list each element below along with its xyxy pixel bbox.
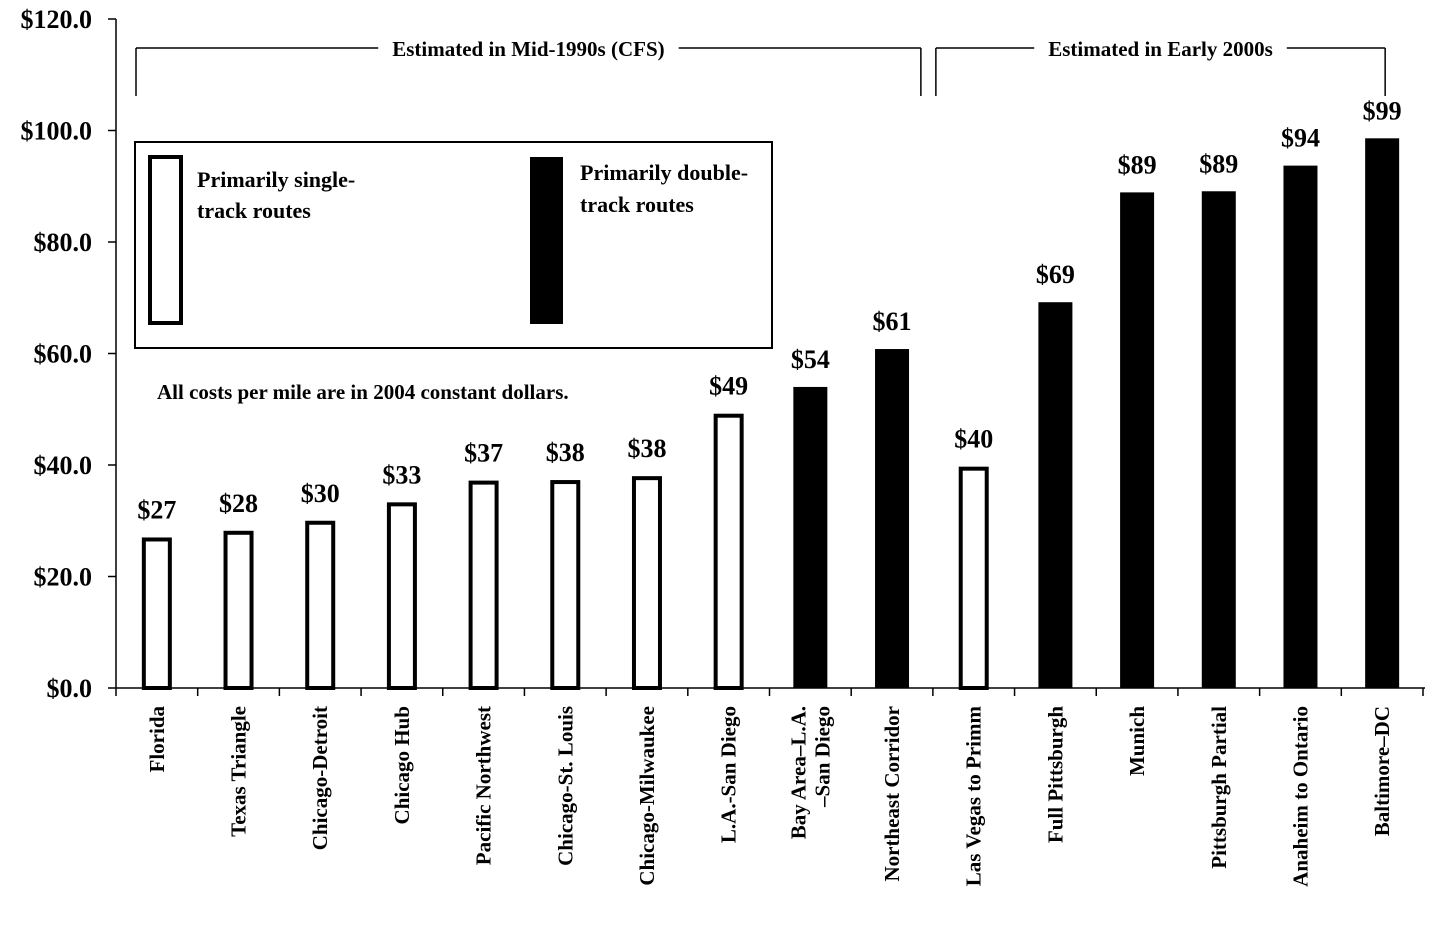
bar [141, 537, 172, 690]
x-tick-label: Chicago-Milwaukee [635, 706, 659, 886]
x-tick-label: Northeast Corridor [880, 706, 904, 882]
bar [305, 520, 336, 690]
data-label: $38 [627, 434, 666, 463]
bar [631, 476, 662, 690]
x-tick-label: Chicago-Detroit [308, 706, 332, 850]
x-tick-label: –San Diego [810, 706, 834, 808]
bar [1365, 138, 1400, 688]
bar [1283, 165, 1318, 688]
plot-area: $0.0 $20.0 $40.0 $60.0 $80.0 $100.0 $120.0 $27 F… [21, 5, 1425, 887]
data-label: $49 [709, 372, 748, 401]
data-label: $69 [1036, 260, 1075, 289]
x-tick-label: Baltimore–DC [1370, 706, 1394, 836]
data-label: $54 [791, 345, 830, 374]
x-tick-label: L.A.-San Diego [717, 706, 741, 843]
bar [468, 480, 499, 690]
bar [550, 480, 581, 690]
bar [223, 530, 254, 690]
y-tick-label: $0.0 [47, 674, 93, 703]
x-tick-label: Texas Triangle [227, 706, 251, 837]
y-tick-label: $60.0 [34, 340, 93, 369]
data-label: $38 [546, 438, 585, 467]
y-tick-label: $80.0 [34, 228, 93, 257]
y-tick-label: $20.0 [34, 563, 93, 592]
y-tick-label: $40.0 [34, 451, 93, 480]
data-label: $61 [873, 307, 912, 336]
x-tick-label: Bay Area–L.A. [786, 706, 810, 839]
x-tick-label: Anaheim to Ontario [1288, 706, 1312, 887]
x-tick-label: Florida [145, 706, 169, 773]
bar [1201, 191, 1236, 688]
bar [793, 386, 828, 688]
legend-label-double: Primarily double- [580, 160, 748, 185]
bar [875, 349, 910, 688]
x-tick-label: Pittsburgh Partial [1207, 706, 1231, 869]
data-label: $28 [219, 489, 258, 518]
bar [713, 413, 744, 690]
data-label: $33 [382, 460, 421, 489]
data-label: $37 [464, 439, 503, 468]
bar [1038, 302, 1073, 688]
x-tick-label: Pacific Northwest [472, 706, 496, 865]
data-label: $27 [137, 495, 176, 524]
y-tick-label: $100.0 [21, 117, 93, 146]
group-title: Estimated in Early 2000s [1048, 37, 1273, 61]
x-tick-label: Las Vegas to Primm [962, 706, 986, 887]
bar [1120, 192, 1155, 688]
bar [386, 502, 417, 691]
legend-box: Primarily single- track routes Primarily… [134, 141, 773, 349]
y-tick-label: $120.0 [21, 5, 93, 34]
cost-basis-note: All costs per mile are in 2004 constant … [157, 380, 569, 404]
legend-swatch-double [530, 157, 563, 324]
legend-label-single: track routes [197, 198, 311, 223]
data-label: $94 [1281, 124, 1320, 153]
bar [958, 466, 989, 690]
legend-label-double: track routes [580, 192, 694, 217]
x-tick-label: Chicago-St. Louis [553, 706, 577, 866]
data-label: $40 [954, 425, 993, 454]
x-tick-label: Munich [1125, 706, 1149, 776]
x-tick-label: Chicago Hub [390, 706, 414, 824]
data-label: $99 [1363, 96, 1402, 125]
group-title: Estimated in Mid-1990s (CFS) [392, 37, 664, 61]
legend-swatch-single [148, 155, 183, 325]
data-label: $89 [1118, 150, 1157, 179]
legend-label-single: Primarily single- [197, 167, 355, 192]
data-label: $30 [301, 479, 340, 508]
x-tick-label: Full Pittsburgh [1043, 706, 1067, 843]
data-label: $89 [1199, 149, 1238, 178]
